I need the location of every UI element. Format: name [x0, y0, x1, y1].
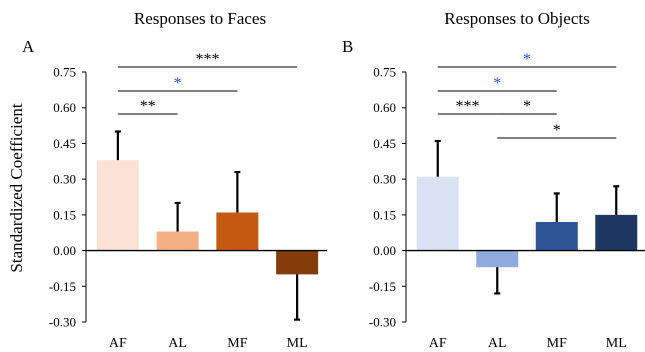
bar-af: [416, 176, 459, 251]
y-tick-label: 0.75: [373, 65, 396, 80]
x-tick-label: AL: [168, 336, 187, 351]
x-tick-label: MF: [227, 336, 247, 351]
bar-mf: [216, 212, 259, 251]
bar-mf: [535, 222, 578, 251]
significance-label: **: [140, 98, 156, 115]
x-tick-label: MF: [547, 336, 567, 351]
y-tick-label: 0.15: [373, 207, 396, 222]
bar-al: [476, 250, 519, 268]
y-tick-label: 0.30: [373, 172, 396, 187]
x-tick-label: AF: [109, 336, 127, 351]
significance-label: *: [493, 75, 501, 92]
panel-objects: Responses to Objects B -0.30 -0.15 0.00 0.15 0…: [342, 9, 645, 351]
y-tick-label: 0.45: [373, 136, 396, 151]
y-tick-label: 0.45: [53, 136, 76, 151]
x-tick-label: ML: [287, 336, 308, 351]
y-tick-label: 0.15: [53, 207, 76, 222]
bar-af: [96, 160, 139, 251]
panel-letter: A: [22, 37, 35, 56]
chart-title: Responses to Objects: [444, 9, 589, 28]
bar-ml: [276, 250, 319, 275]
y-tick-label: 0.00: [373, 243, 396, 258]
y-tick-label: 0.60: [373, 100, 396, 115]
significance-label: *: [174, 75, 182, 92]
significance-label: ***: [196, 51, 220, 68]
y-tick-label: 0.60: [53, 100, 76, 115]
chart-title: Responses to Faces: [134, 9, 266, 28]
x-tick-label: AL: [488, 336, 507, 351]
y-tick-label: -0.15: [49, 279, 76, 294]
bar-ml: [595, 214, 638, 251]
y-tick-label: 0.30: [53, 172, 76, 187]
significance-label: *: [523, 51, 531, 68]
x-tick-label: ML: [606, 336, 627, 351]
y-tick-label: -0.15: [369, 279, 396, 294]
significance-label: *: [523, 98, 531, 115]
y-tick-label: -0.30: [49, 315, 76, 330]
significance-label: ***: [456, 98, 480, 115]
y-tick-label: 0.75: [53, 65, 76, 80]
x-tick-label: AF: [429, 336, 447, 351]
bar-al: [156, 231, 199, 251]
panel-faces: Responses to Faces A -0.30 -0.15 0.00 0.15 0.3…: [22, 9, 327, 351]
y-tick-label: 0.00: [53, 243, 76, 258]
significance-label: *: [553, 122, 561, 139]
y-tick-label: -0.30: [369, 315, 396, 330]
y-axis-label: Standardized Coefficient: [7, 103, 26, 272]
panel-letter: B: [342, 37, 353, 56]
